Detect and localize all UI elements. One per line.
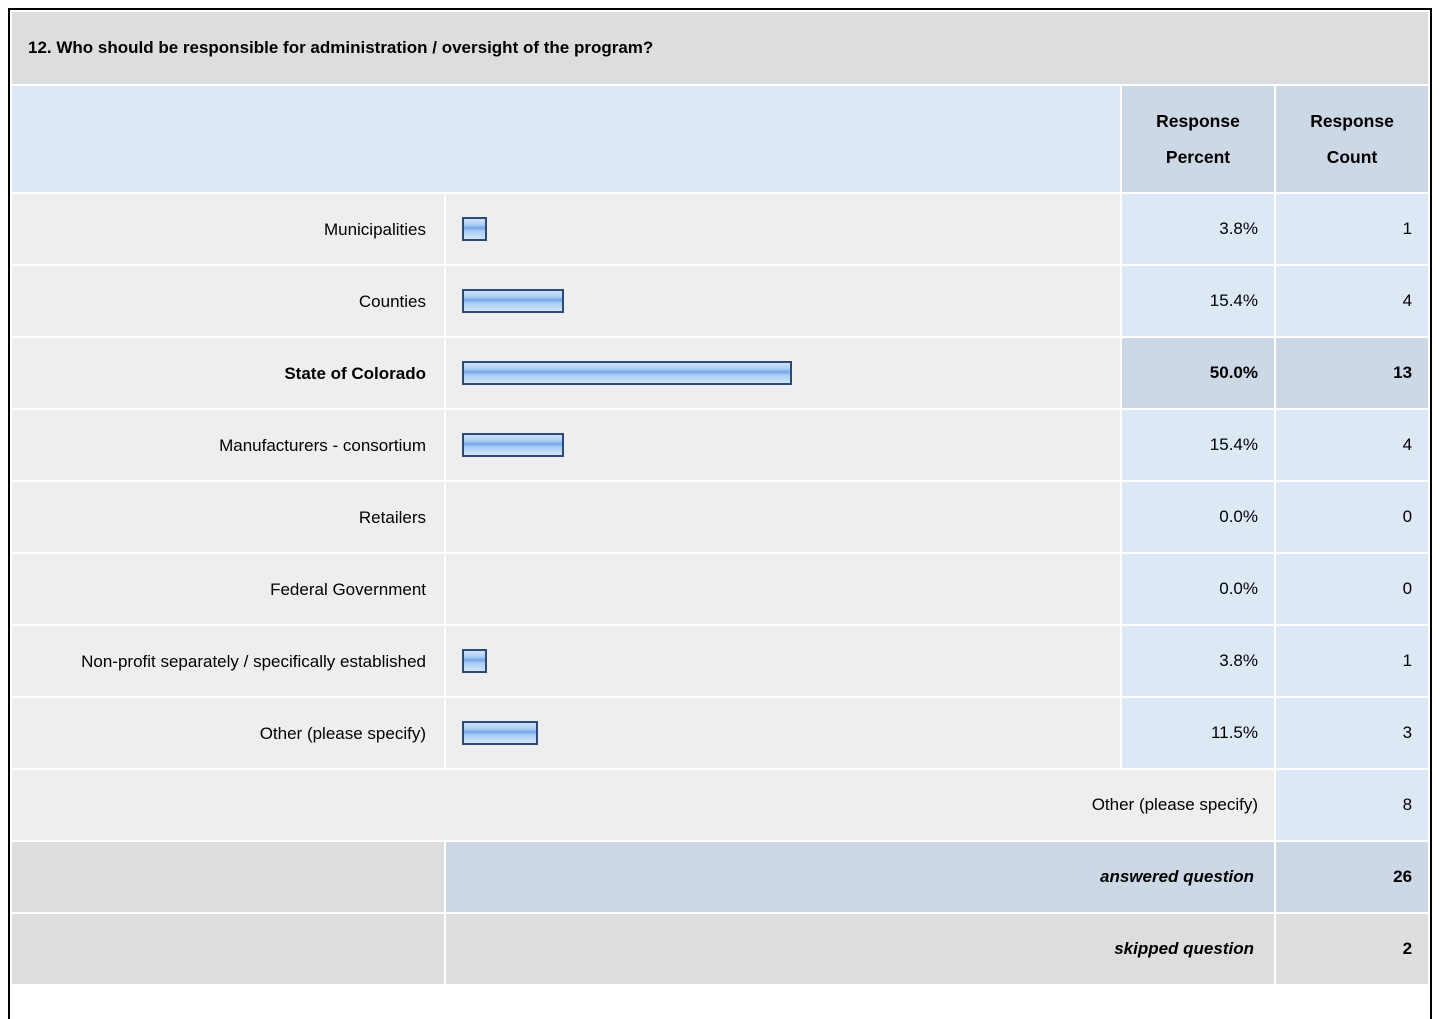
response-percent: 15.4% xyxy=(1122,410,1274,480)
bar-cell xyxy=(446,194,1120,264)
answer-label: Municipalities xyxy=(12,194,444,264)
skipped-row: skipped question 2 xyxy=(12,914,1429,984)
answered-row: answered question 26 xyxy=(12,842,1429,912)
response-percent: 50.0% xyxy=(1122,338,1274,408)
answered-blank xyxy=(12,842,444,912)
skipped-label: skipped question xyxy=(446,914,1274,984)
bar-cell xyxy=(446,410,1120,480)
other-row: Other (please specify) 8 xyxy=(12,770,1429,840)
answer-row: Federal Government 0.0% 0 xyxy=(12,554,1429,624)
answered-count: 26 xyxy=(1276,842,1429,912)
response-count: 3 xyxy=(1276,698,1429,768)
response-percent: 0.0% xyxy=(1122,482,1274,552)
other-label: Other (please specify) xyxy=(12,770,1274,840)
response-count: 0 xyxy=(1276,554,1429,624)
other-count: 8 xyxy=(1276,770,1429,840)
answer-label: Non-profit separately / specifically est… xyxy=(12,626,444,696)
response-count: 1 xyxy=(1276,194,1429,264)
bar-cell xyxy=(446,626,1120,696)
bar-cell xyxy=(446,554,1120,624)
answer-row: Other (please specify) 11.5% 3 xyxy=(12,698,1429,768)
question-title: 12. Who should be responsible for admini… xyxy=(12,12,1429,84)
answer-label: Federal Government xyxy=(12,554,444,624)
response-percent: 15.4% xyxy=(1122,266,1274,336)
percent-bar xyxy=(462,217,488,241)
bar-cell xyxy=(446,698,1120,768)
response-percent: 0.0% xyxy=(1122,554,1274,624)
bar-cell xyxy=(446,482,1120,552)
response-percent: 11.5% xyxy=(1122,698,1274,768)
header-blank xyxy=(12,86,1120,192)
percent-bar xyxy=(462,721,538,745)
count-header: Response Count xyxy=(1276,86,1429,192)
bar-cell xyxy=(446,266,1120,336)
answer-label: Counties xyxy=(12,266,444,336)
percent-bar xyxy=(462,361,792,385)
response-percent: 3.8% xyxy=(1122,626,1274,696)
response-count: 4 xyxy=(1276,266,1429,336)
answer-row: Non-profit separately / specifically est… xyxy=(12,626,1429,696)
answered-label: answered question xyxy=(446,842,1274,912)
skipped-blank xyxy=(12,914,444,984)
answer-label: State of Colorado xyxy=(12,338,444,408)
skipped-count: 2 xyxy=(1276,914,1429,984)
percent-bar xyxy=(462,289,564,313)
response-count: 0 xyxy=(1276,482,1429,552)
answer-label: Other (please specify) xyxy=(12,698,444,768)
answer-row: Retailers 0.0% 0 xyxy=(12,482,1429,552)
results-table: 12. Who should be responsible for admini… xyxy=(10,10,1430,986)
answer-row: State of Colorado 50.0% 13 xyxy=(12,338,1429,408)
response-count: 13 xyxy=(1276,338,1429,408)
percent-header: Response Percent xyxy=(1122,86,1274,192)
answer-row: Municipalities 3.8% 1 xyxy=(12,194,1429,264)
percent-bar xyxy=(462,433,564,457)
response-percent: 3.8% xyxy=(1122,194,1274,264)
response-count: 1 xyxy=(1276,626,1429,696)
answer-label: Manufacturers - consortium xyxy=(12,410,444,480)
header-row: Response Percent Response Count xyxy=(12,86,1429,192)
percent-bar xyxy=(462,649,488,673)
bar-cell xyxy=(446,338,1120,408)
response-count: 4 xyxy=(1276,410,1429,480)
survey-table: 12. Who should be responsible for admini… xyxy=(8,8,1432,1019)
answer-row: Counties 15.4% 4 xyxy=(12,266,1429,336)
title-row: 12. Who should be responsible for admini… xyxy=(12,12,1429,84)
answer-label: Retailers xyxy=(12,482,444,552)
answer-row: Manufacturers - consortium 15.4% 4 xyxy=(12,410,1429,480)
